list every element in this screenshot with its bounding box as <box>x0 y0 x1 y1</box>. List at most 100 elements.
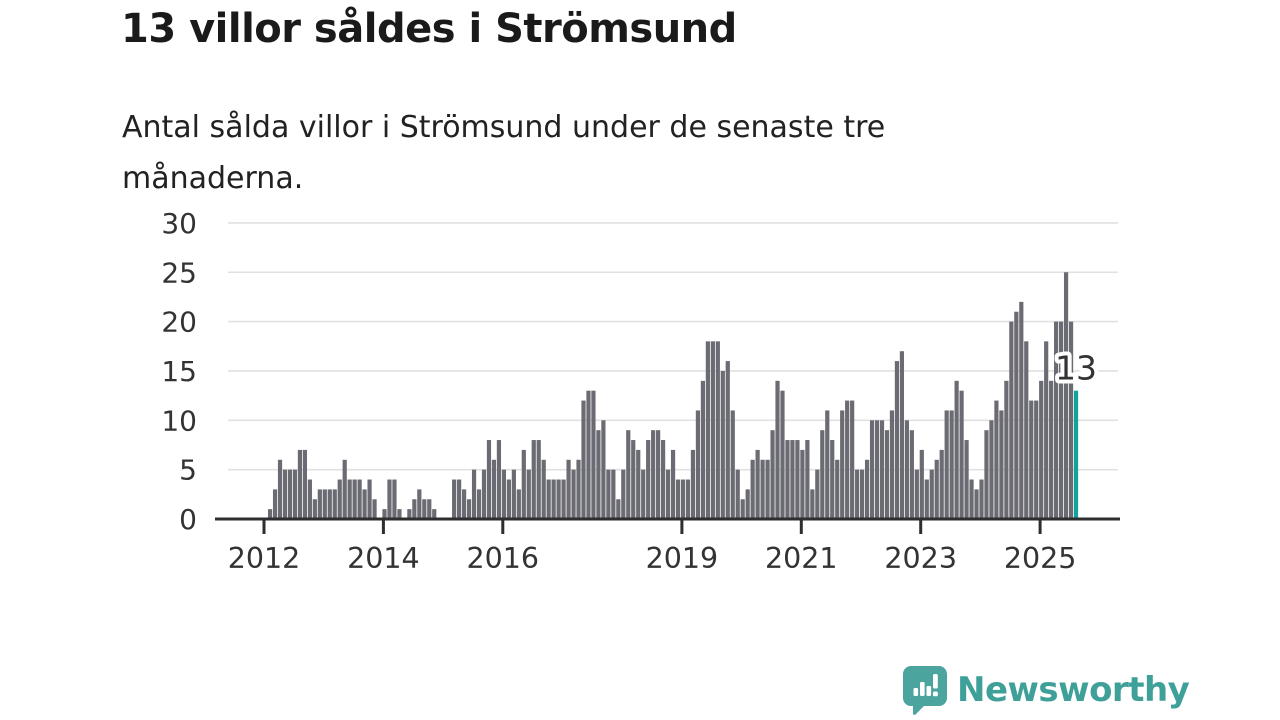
month-bar <box>516 489 521 519</box>
y-axis-tick-label: 5 <box>179 454 197 487</box>
month-bar <box>626 430 631 519</box>
month-bar <box>556 479 561 519</box>
month-bar <box>1039 380 1044 519</box>
month-bar <box>641 469 646 519</box>
subtitle-line-1: Antal sålda villor i Strömsund under de … <box>122 110 886 145</box>
month-bar <box>536 440 541 519</box>
month-bar <box>745 489 750 519</box>
month-bar <box>949 410 954 519</box>
month-bar <box>372 499 377 519</box>
month-bar <box>730 410 735 519</box>
month-bar <box>1009 321 1014 519</box>
month-bar <box>715 341 720 519</box>
month-bar <box>362 489 367 519</box>
month-bar <box>591 390 596 519</box>
month-bar <box>392 479 397 519</box>
month-bar <box>646 440 651 519</box>
month-bar <box>1034 400 1039 519</box>
month-bar <box>860 469 865 519</box>
page-title: 13 villor såldes i Strömsund <box>121 6 737 52</box>
month-bar <box>541 459 546 519</box>
month-bar <box>481 469 487 519</box>
month-bar <box>869 420 875 519</box>
month-bar <box>357 479 362 519</box>
month-bar <box>780 390 785 519</box>
month-bar <box>337 479 342 519</box>
month-bar <box>596 430 601 519</box>
month-bar <box>1029 400 1034 519</box>
month-bar <box>656 430 661 519</box>
month-bar <box>765 459 770 519</box>
month-bar <box>805 440 810 519</box>
highlighted-latest-bar <box>1073 390 1079 519</box>
month-bar <box>904 420 909 519</box>
month-bar <box>725 361 730 519</box>
month-bar <box>342 459 347 519</box>
month-bar <box>969 479 974 519</box>
month-bar <box>511 469 516 519</box>
month-bar <box>457 479 462 519</box>
month-bar <box>944 410 949 519</box>
month-bar <box>307 479 312 519</box>
month-bar <box>775 380 780 519</box>
month-bar <box>820 430 825 519</box>
month-bar <box>432 509 437 519</box>
month-bar <box>1054 321 1059 519</box>
month-bar <box>720 370 725 519</box>
month-bar <box>1063 272 1069 519</box>
month-bar <box>874 420 880 519</box>
month-bar <box>352 479 357 519</box>
month-bar <box>934 459 939 519</box>
month-bar <box>710 341 715 519</box>
month-bar <box>680 479 686 519</box>
month-bar <box>1049 380 1054 519</box>
x-axis-tick-label: 2012 <box>228 542 301 575</box>
month-bar <box>571 469 576 519</box>
month-bar <box>790 440 795 519</box>
month-bar <box>850 400 855 519</box>
month-bar <box>611 469 616 519</box>
month-bar <box>924 479 929 519</box>
month-bar <box>546 479 551 519</box>
month-bar <box>755 449 760 519</box>
month-bar <box>521 449 526 519</box>
month-bar <box>670 449 676 519</box>
month-bar <box>1044 341 1049 519</box>
month-bar <box>452 479 457 519</box>
month-bar <box>889 410 895 519</box>
month-bar <box>835 459 840 519</box>
month-bar <box>302 449 307 519</box>
month-bar <box>959 390 964 519</box>
month-bar <box>332 489 337 519</box>
month-bar <box>282 469 288 519</box>
y-axis-tick-label: 10 <box>161 404 197 437</box>
month-bar <box>412 499 417 519</box>
month-bar <box>919 449 924 519</box>
month-bar <box>675 479 681 519</box>
month-bar <box>491 459 497 519</box>
y-axis-tick-label: 15 <box>161 355 197 388</box>
month-bar <box>317 489 322 519</box>
month-bar <box>845 400 850 519</box>
month-bar <box>486 440 492 519</box>
month-bar <box>884 430 890 519</box>
month-bar <box>810 489 815 519</box>
month-bar <box>929 469 934 519</box>
month-bar <box>899 351 904 519</box>
month-bar <box>636 449 641 519</box>
month-bar <box>531 440 536 519</box>
month-bar <box>785 440 790 519</box>
month-bar <box>864 459 870 519</box>
x-axis-tick-label: 2014 <box>347 542 420 575</box>
month-bar <box>1024 341 1029 519</box>
month-bar <box>705 341 710 519</box>
month-bar <box>894 361 900 519</box>
month-bar <box>631 440 636 519</box>
month-bar <box>974 489 979 519</box>
month-bar <box>651 430 656 519</box>
month-bar <box>999 410 1004 519</box>
month-bar <box>422 499 427 519</box>
month-bar <box>387 479 392 519</box>
